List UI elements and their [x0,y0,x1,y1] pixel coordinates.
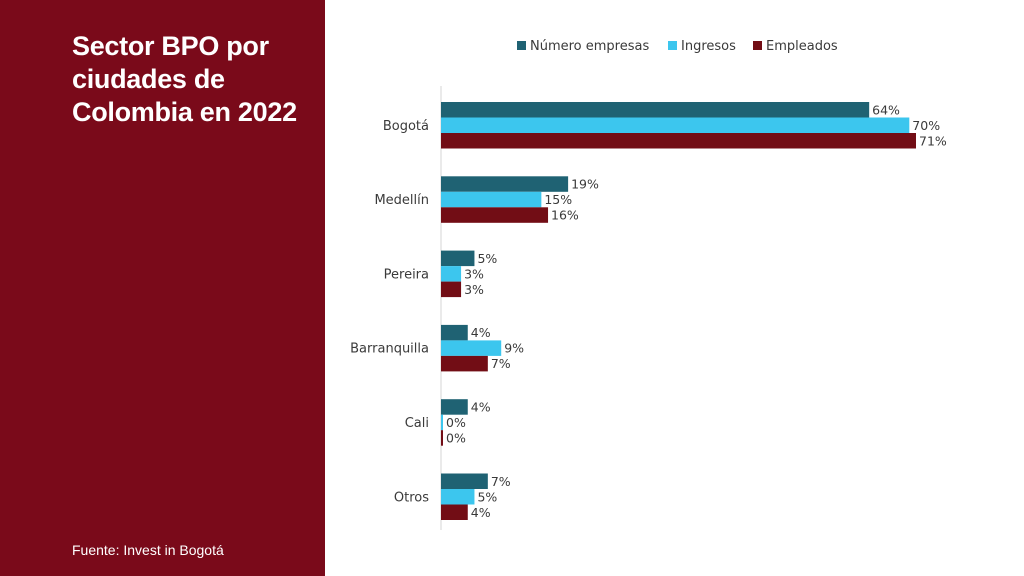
page-title: Sector BPO por ciudades de Colombia en 2… [72,31,297,127]
value-label-cali-ingresos: 0% [446,415,466,430]
bar-otros-empleados [441,504,468,520]
value-label-medellin-empleados: 16% [551,208,579,223]
bar-bogota-numero-empresas [441,102,870,118]
bar-cali-numero-empresas [441,399,468,415]
bar-chart: Número empresas Ingresos Empleados Bogotá M… [350,39,947,530]
bar-otros-numero-empresas [441,473,488,489]
bar-otros-ingresos [441,489,475,505]
legend-swatch-empleados [753,41,762,50]
bar-series [441,102,916,520]
category-label-otros: Otros [394,490,429,505]
bar-cali-ingresos [441,414,443,431]
category-label-cali: Cali [405,416,429,431]
value-label-bogota-empleados: 71% [919,133,947,148]
bar-medellin-empleados [441,207,549,223]
value-label-cali-numero-empresas: 4% [471,399,491,414]
bar-bogota-ingresos [441,117,910,133]
value-label-medellin-numero-empresas: 19% [571,177,599,192]
chart-legend: Número empresas Ingresos Empleados [517,39,838,54]
value-label-otros-empleados: 4% [471,505,491,520]
value-label-pereira-empleados: 3% [464,282,484,297]
value-label-barranquilla-numero-empresas: 4% [471,325,491,340]
bar-cali-empleados [441,430,443,446]
value-label-otros-numero-empresas: 7% [491,474,511,489]
legend-label-empleados: Empleados [766,39,838,54]
legend-label-numero-empresas: Número empresas [530,39,649,54]
bar-medellin-numero-empresas [441,176,569,192]
value-labels: 64%70%71%19%15%16%5%3%3%4%9%7%4%0%0%7%5%… [446,102,947,520]
value-label-otros-ingresos: 5% [477,489,497,504]
title-panel: Sector BPO por ciudades de Colombia en 2… [0,0,325,576]
bar-pereira-numero-empresas [441,250,475,267]
bar-bogota-empleados [441,133,916,149]
value-label-barranquilla-ingresos: 9% [504,341,524,356]
value-label-barranquilla-empleados: 7% [491,356,511,371]
value-label-medellin-ingresos: 15% [544,192,572,207]
legend-swatch-numero-empresas [517,41,526,50]
category-labels: Bogotá Medellín Pereira Barranquilla Cali Otr… [350,119,429,506]
chart-area: Número empresas Ingresos Empleados Bogotá M… [325,0,1024,576]
value-label-pereira-ingresos: 3% [464,266,484,281]
category-label-medellin: Medellín [374,193,429,208]
value-label-bogota-numero-empresas: 64% [872,102,900,117]
legend-label-ingresos: Ingresos [681,39,736,54]
category-label-pereira: Pereira [384,267,429,282]
value-label-pereira-numero-empresas: 5% [477,251,497,266]
bar-barranquilla-numero-empresas [441,324,468,341]
category-label-barranquilla: Barranquilla [350,342,429,357]
bar-barranquilla-ingresos [441,340,502,356]
value-label-bogota-ingresos: 70% [912,118,940,133]
bar-pereira-ingresos [441,266,462,282]
bar-medellin-ingresos [441,191,542,208]
value-label-cali-empleados: 0% [446,430,466,445]
bar-pereira-empleados [441,281,462,298]
bar-barranquilla-empleados [441,355,488,372]
source-note: Fuente: Invest in Bogotá [72,542,224,558]
category-label-bogota: Bogotá [383,119,429,134]
legend-swatch-ingresos [668,41,677,50]
